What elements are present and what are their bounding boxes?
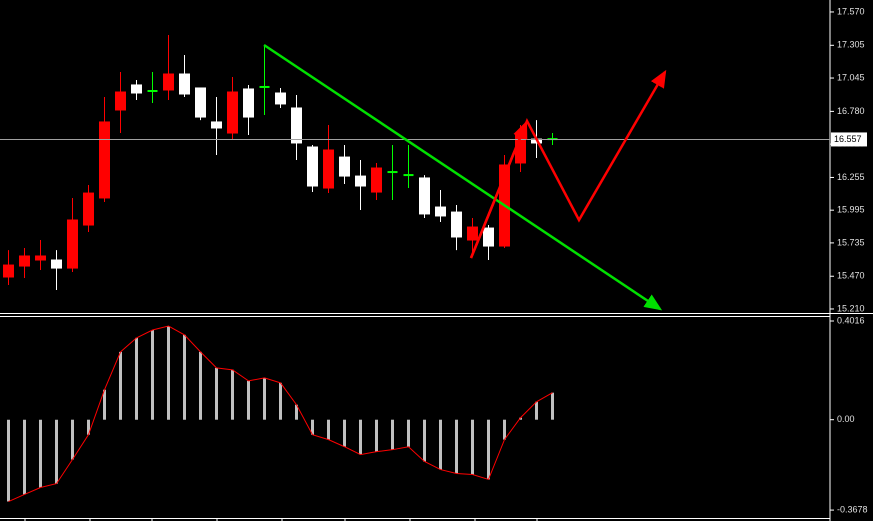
y-tick-label: 15.210 <box>837 303 865 313</box>
y-tick-label: 15.735 <box>837 237 865 247</box>
candle-body <box>371 167 382 193</box>
y-tick-label: 15.995 <box>837 205 865 215</box>
candle-body <box>419 177 430 215</box>
candle-body <box>483 227 494 247</box>
candle-body <box>115 91 126 111</box>
candle-body <box>163 73 174 91</box>
last-price-box <box>831 132 867 147</box>
candle-body <box>467 226 478 241</box>
candle-body <box>435 206 446 217</box>
candle-body <box>3 264 14 278</box>
candle-body <box>131 84 142 94</box>
y-tick-label: -0.3678 <box>837 504 868 514</box>
candle-body <box>307 146 318 187</box>
y-tick-label: 17.570 <box>837 6 865 16</box>
candle-body <box>243 88 254 118</box>
candle-body <box>451 211 462 238</box>
y-tick-label: 17.305 <box>837 40 865 50</box>
trend-line <box>263 43 663 311</box>
candle-body <box>227 91 238 134</box>
candle-body <box>19 255 30 267</box>
y-tick-label: 17.045 <box>837 72 865 82</box>
last-price-label: 16.557 <box>834 134 862 144</box>
forecast-arrow <box>469 120 528 259</box>
candle-body <box>35 255 46 261</box>
candle-body <box>51 259 62 269</box>
y-tick-label: 0.4016 <box>837 315 865 325</box>
candle-body <box>179 73 190 95</box>
candle-body <box>211 121 222 129</box>
candle-body <box>355 175 366 187</box>
y-tick-label: 16.255 <box>837 172 865 182</box>
candle-body <box>323 149 334 189</box>
signal-line <box>8 325 553 502</box>
y-tick-label: 0.00 <box>837 414 855 424</box>
candle-body <box>195 87 206 118</box>
y-tick-label: 15.470 <box>837 271 865 281</box>
candle-body <box>339 156 350 177</box>
candle-body <box>275 92 286 105</box>
candle-body <box>291 107 302 144</box>
plot <box>0 34 830 502</box>
y-tick-label: 16.780 <box>837 106 865 116</box>
candle-body <box>67 219 78 269</box>
candle-body <box>83 192 94 226</box>
candle-body <box>99 121 110 199</box>
